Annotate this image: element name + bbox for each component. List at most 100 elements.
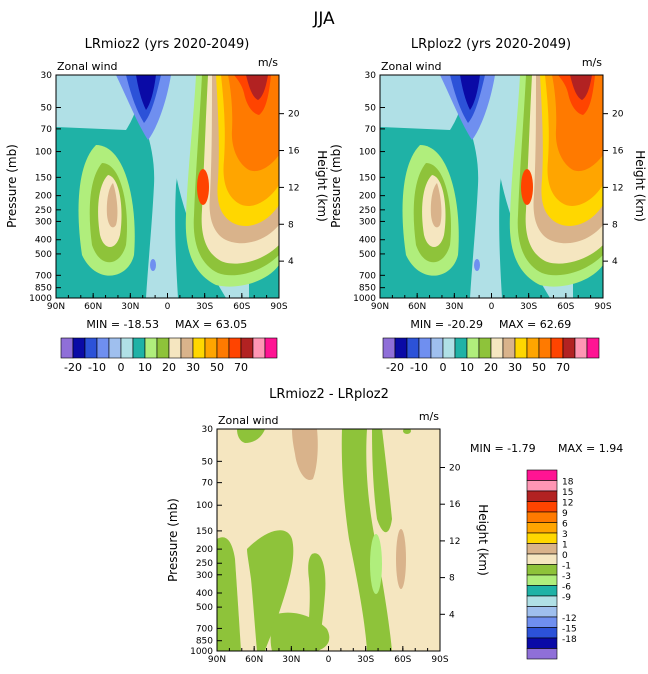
colorbar-swatch xyxy=(168,337,182,359)
colorbar-swatch xyxy=(478,337,492,359)
colorbar-diff-swatch xyxy=(526,616,558,628)
panel-2-y2label: Height (km) xyxy=(633,150,647,221)
panel-1-contours xyxy=(56,75,279,298)
colorbar-diff-swatch xyxy=(526,511,558,523)
x-tick-label: 60S xyxy=(394,655,411,665)
colorbar-label: 70 xyxy=(234,361,248,374)
colorbar-diff-swatch xyxy=(526,585,558,597)
panel-1-field xyxy=(56,75,279,298)
colorbar-swatch xyxy=(406,337,420,359)
y-tick-label: 500 xyxy=(196,603,213,613)
y-tick-label: 50 xyxy=(41,103,53,113)
colorbar-diff-label: -15 xyxy=(562,625,577,635)
y-tick-label: 1000 xyxy=(353,294,376,304)
panel-3-max-label: MAX = 1.94 xyxy=(558,442,623,455)
panel-3-height-ticks: 20 16 12 8 4 xyxy=(440,463,461,620)
colorbar-swatch xyxy=(156,337,170,359)
x-tick-label: 0 xyxy=(489,302,495,312)
height-tick-label: 12 xyxy=(288,183,299,193)
colorbar-swatch xyxy=(180,337,194,359)
colorbar-swatch xyxy=(382,337,396,359)
colorbar-swatch xyxy=(514,337,528,359)
colorbar-panel-2: -20 -10 0 10 20 30 50 70 xyxy=(382,337,600,374)
y-tick-label: 300 xyxy=(359,217,376,227)
colorbar-diff-label: 18 xyxy=(562,478,574,488)
height-tick-label: 16 xyxy=(288,147,300,157)
height-tick-label: 12 xyxy=(449,537,460,547)
colorbar-diff-label: 9 xyxy=(562,509,568,519)
colorbar-swatch xyxy=(72,337,86,359)
y-tick-label: 70 xyxy=(202,479,214,489)
panel-1-ylabel: Pressure (mb) xyxy=(5,144,19,228)
y-tick-label: 250 xyxy=(359,206,376,216)
panel-2-units: m/s xyxy=(582,56,602,69)
height-tick-label: 12 xyxy=(612,183,623,193)
y-tick-label: 100 xyxy=(35,148,52,158)
y-tick-label: 250 xyxy=(35,206,52,216)
colorbar-diff-swatch xyxy=(526,543,558,555)
height-tick-label: 20 xyxy=(449,463,461,473)
colorbar-diff-swatch xyxy=(526,648,558,660)
y-tick-label: 150 xyxy=(35,173,52,183)
colorbar-label: 0 xyxy=(440,361,447,374)
y-tick-label: 150 xyxy=(196,527,213,537)
y-tick-label: 70 xyxy=(41,125,53,135)
colorbar-diff-label: -9 xyxy=(562,593,571,603)
panel-1-x-ticks: 90N 60N 30N 0 30S 60S 90S xyxy=(47,293,288,312)
panel-2-min-label: MIN = -20.29 xyxy=(410,318,483,331)
y-tick-label: 700 xyxy=(35,271,52,281)
colorbar-label: 20 xyxy=(484,361,498,374)
colorbar-swatch xyxy=(562,337,576,359)
x-tick-label: 90N xyxy=(208,655,226,665)
x-tick-label: 30N xyxy=(445,302,463,312)
y-tick-label: 100 xyxy=(196,501,213,511)
x-tick-label: 90S xyxy=(270,302,287,312)
colorbar-swatch xyxy=(394,337,408,359)
colorbar-swatch xyxy=(96,337,110,359)
colorbar-diff-swatch xyxy=(526,532,558,544)
panel-3-ylabel: Pressure (mb) xyxy=(166,498,180,582)
colorbar-label: -10 xyxy=(88,361,106,374)
panel-2-ylabel: Pressure (mb) xyxy=(329,144,343,228)
y-tick-label: 200 xyxy=(359,192,376,202)
colorbar-label: 30 xyxy=(508,361,522,374)
panel-1-height-ticks: 20 16 12 8 4 xyxy=(279,110,300,267)
x-tick-label: 0 xyxy=(326,655,332,665)
colorbar-swatch xyxy=(60,337,74,359)
colorbar-swatch xyxy=(120,337,134,359)
colorbar-diff-label: -1 xyxy=(562,562,571,572)
y-tick-label: 850 xyxy=(359,284,376,294)
x-tick-label: 30S xyxy=(357,655,374,665)
y-tick-label: 50 xyxy=(365,103,377,113)
colorbar-diff-swatch xyxy=(526,469,558,481)
colorbar-swatch xyxy=(84,337,98,359)
y-tick-label: 150 xyxy=(359,173,376,183)
x-tick-label: 0 xyxy=(165,302,171,312)
x-tick-label: 60N xyxy=(84,302,102,312)
height-tick-label: 16 xyxy=(449,500,461,510)
y-tick-label: 850 xyxy=(196,637,213,647)
colorbar-swatch xyxy=(240,337,254,359)
colorbar-swatch xyxy=(430,337,444,359)
panel-2-variable-label: Zonal wind xyxy=(381,60,442,73)
y-tick-label: 400 xyxy=(359,236,376,246)
panel-3-title: LRmioz2 - LRploz2 xyxy=(269,387,389,402)
colorbar-label: 70 xyxy=(556,361,570,374)
height-tick-label: 4 xyxy=(612,257,618,267)
colorbar-swatch xyxy=(418,337,432,359)
colorbar-diff-swatch xyxy=(526,501,558,513)
y-tick-label: 700 xyxy=(196,624,213,634)
y-tick-label: 200 xyxy=(196,545,213,555)
panel-2-height-ticks: 20 16 12 8 4 xyxy=(603,110,624,267)
x-tick-label: 60S xyxy=(557,302,574,312)
colorbar-swatch xyxy=(192,337,206,359)
colorbar-diff-swatch xyxy=(526,522,558,534)
colorbar-swatch xyxy=(466,337,480,359)
colorbar-diff-label: 3 xyxy=(562,530,568,540)
colorbar-diff-swatch xyxy=(526,595,558,607)
panel-1-units: m/s xyxy=(258,56,278,69)
panel-3-contours xyxy=(217,429,440,651)
